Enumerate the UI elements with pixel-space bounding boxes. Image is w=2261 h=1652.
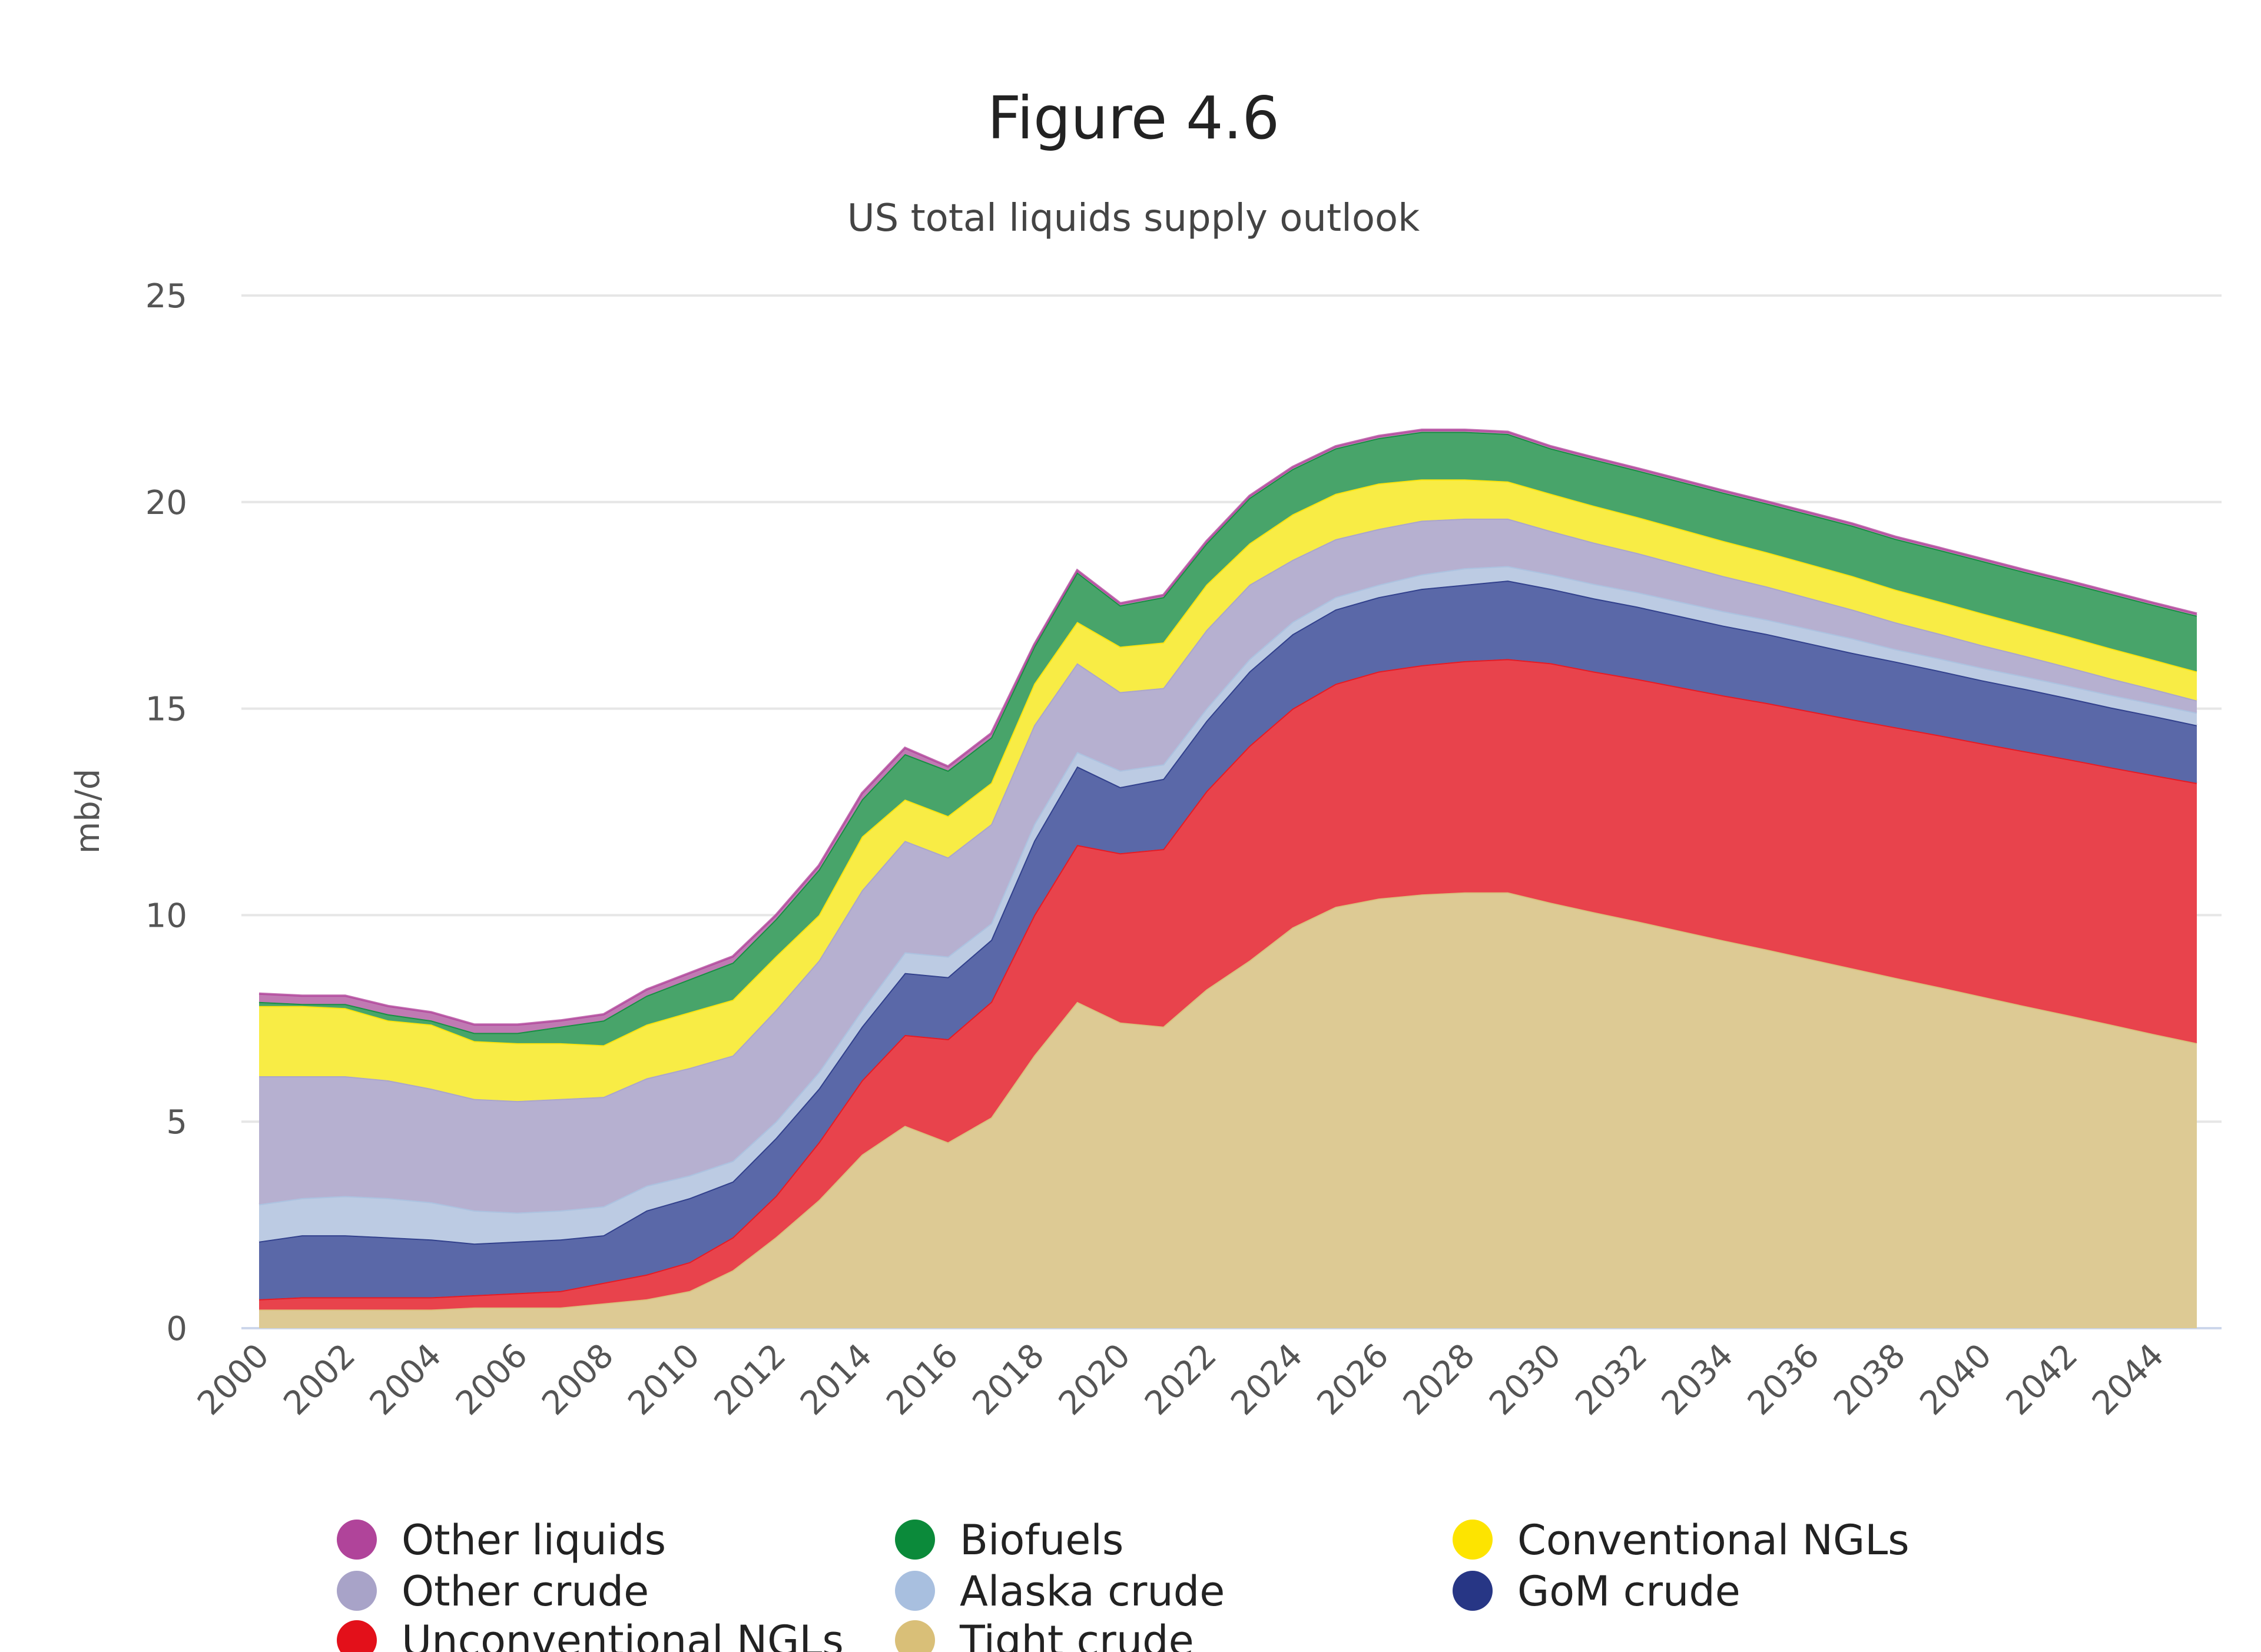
legend-item[interactable]: GoM crude (1453, 1567, 1740, 1615)
legend-marker-icon (895, 1571, 935, 1611)
chart-subtitle: US total liquids supply outlook (847, 197, 1420, 240)
x-tick-label: 2042 (1999, 1336, 2086, 1423)
x-tick-label: 2024 (1224, 1336, 1310, 1423)
legend-item[interactable]: Unconventional NGLs (337, 1617, 844, 1652)
x-tick-label: 2016 (879, 1336, 966, 1423)
x-tick-label: 2010 (621, 1336, 707, 1423)
legend-label: Conventional NGLs (1517, 1516, 1909, 1564)
legend-item[interactable]: Biofuels (895, 1516, 1123, 1564)
legend-marker-icon (895, 1620, 935, 1652)
legend-label: Other liquids (402, 1516, 666, 1564)
legend-item[interactable]: Alaska crude (895, 1567, 1225, 1615)
y-tick-label: 25 (145, 277, 187, 316)
legend-marker-icon (1453, 1520, 1493, 1560)
y-axis-ticks: 0 5 10 15 20 25 (145, 277, 187, 1348)
x-tick-label: 2028 (1396, 1336, 1483, 1423)
legend-marker-icon (337, 1520, 377, 1560)
legend-label: GoM crude (1517, 1567, 1740, 1615)
x-tick-label: 2030 (1482, 1336, 1569, 1423)
y-tick-label: 15 (145, 691, 187, 729)
x-tick-label: 2036 (1740, 1336, 1827, 1423)
area-tight-crude (259, 892, 2197, 1328)
x-tick-label: 2044 (2085, 1336, 2172, 1423)
x-tick-label: 2006 (449, 1336, 535, 1423)
legend-item[interactable]: Tight crude (895, 1617, 1194, 1652)
x-tick-label: 2022 (1138, 1336, 1224, 1423)
x-tick-label: 2018 (966, 1336, 1052, 1423)
legend-item[interactable]: Other crude (337, 1567, 649, 1615)
x-tick-label: 2014 (793, 1336, 880, 1423)
y-tick-label: 5 (166, 1103, 187, 1142)
x-tick-label: 2008 (535, 1336, 621, 1423)
area-other-crude (259, 518, 2197, 1213)
legend-item[interactable]: Conventional NGLs (1453, 1516, 1909, 1564)
area-series (258, 429, 2197, 1328)
x-tick-label: 2032 (1568, 1336, 1655, 1423)
area-unconventional-ngls (259, 659, 2197, 1310)
x-tick-label: 2026 (1310, 1336, 1397, 1423)
legend-label: Biofuels (960, 1516, 1123, 1564)
legend-label: Unconventional NGLs (402, 1617, 844, 1652)
y-tick-label: 0 (166, 1310, 187, 1348)
legend-label: Alaska crude (960, 1567, 1225, 1615)
area-conventional-ngls (259, 479, 2197, 1102)
y-tick-label: 20 (145, 484, 187, 522)
y-axis-label: mb/d (69, 769, 107, 854)
chart-title: Figure 4.6 (987, 84, 1279, 152)
legend-marker-icon (1453, 1571, 1493, 1611)
x-axis-ticks: 2000 2002 2004 2006 2008 2010 2012 2014 2016 2018… (190, 1336, 2172, 1423)
x-tick-label: 2002 (276, 1336, 363, 1423)
legend: Other liquids Biofuels Conventional NGLs Ot… (337, 1516, 1909, 1652)
legend-marker-icon (337, 1620, 377, 1652)
x-tick-label: 2040 (1912, 1336, 1999, 1423)
x-tick-label: 2000 (190, 1336, 277, 1423)
legend-item[interactable]: Other liquids (337, 1516, 666, 1564)
line-other-liquids (258, 429, 2197, 1026)
legend-label: Other crude (402, 1567, 649, 1615)
legend-marker-icon (337, 1571, 377, 1611)
y-tick-label: 10 (145, 897, 187, 935)
area-gom-crude (259, 580, 2197, 1299)
x-tick-label: 2020 (1052, 1336, 1138, 1423)
legend-label: Tight crude (959, 1617, 1194, 1652)
x-tick-label: 2034 (1655, 1336, 1741, 1423)
x-tick-label: 2004 (363, 1336, 449, 1423)
x-tick-label: 2038 (1826, 1336, 1913, 1423)
x-tick-label: 2012 (707, 1336, 794, 1423)
legend-marker-icon (895, 1520, 935, 1560)
area-biofuels (259, 432, 2197, 1046)
